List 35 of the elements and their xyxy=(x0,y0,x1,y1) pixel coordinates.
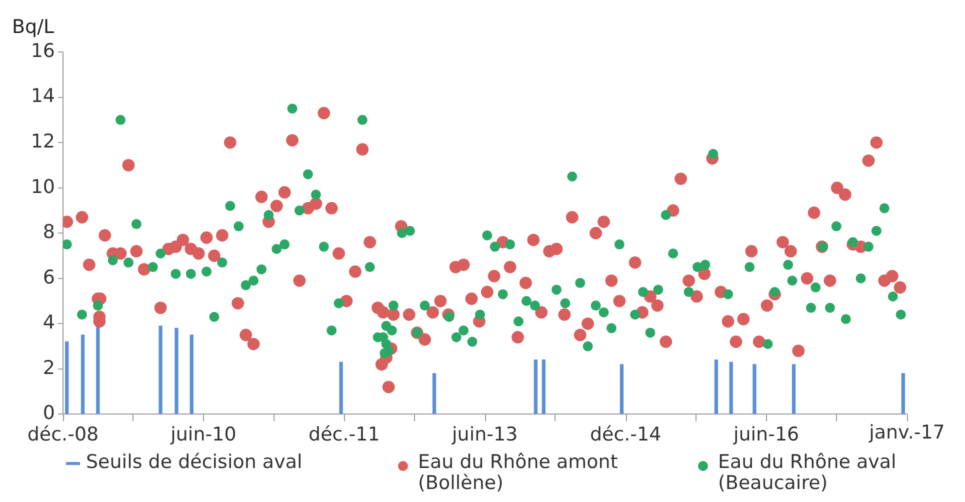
bar xyxy=(752,364,756,414)
text: janv.-17 xyxy=(868,422,945,444)
y-axis-title: Bq/L xyxy=(12,16,54,38)
bar xyxy=(158,326,162,414)
bar xyxy=(534,360,538,414)
y-tick-label: 8 xyxy=(42,221,55,244)
bar xyxy=(174,328,178,414)
legend-label: Seuils de décision aval xyxy=(86,451,302,473)
bar xyxy=(339,362,343,414)
y-tick-label: 2 xyxy=(42,356,55,379)
x-tick-label: déc.-11 xyxy=(308,424,380,446)
y-tick-label: 6 xyxy=(42,266,55,288)
y-tick-label: 4 xyxy=(42,312,55,334)
x-tick-label: juin-10 xyxy=(170,424,236,446)
y-tick-label: 12 xyxy=(30,130,55,152)
bar xyxy=(729,362,733,414)
bar xyxy=(432,373,436,414)
bar xyxy=(65,341,69,414)
x-tick-label: juin-16 xyxy=(732,424,800,446)
bar xyxy=(542,360,546,414)
bar xyxy=(620,364,624,414)
bar xyxy=(190,334,194,414)
legend-label: Eau du Rhône aval (Beaucaire) xyxy=(718,451,898,494)
x-tick-label: juin-13 xyxy=(451,424,518,446)
y-tick-label: 0 xyxy=(42,402,55,424)
x-tick-label: déc.-08 xyxy=(27,424,99,446)
y-tick-label: 14 xyxy=(30,85,55,108)
y-tick-label: 16 xyxy=(30,40,55,62)
bar xyxy=(714,360,718,414)
legend-label: Eau du Rhône amont (Bollène) xyxy=(418,451,619,494)
bar xyxy=(792,364,796,414)
bar xyxy=(80,334,85,414)
bar xyxy=(901,373,905,414)
x-tick-label: déc.-14 xyxy=(590,424,662,446)
y-tick-label: 10 xyxy=(30,176,55,198)
